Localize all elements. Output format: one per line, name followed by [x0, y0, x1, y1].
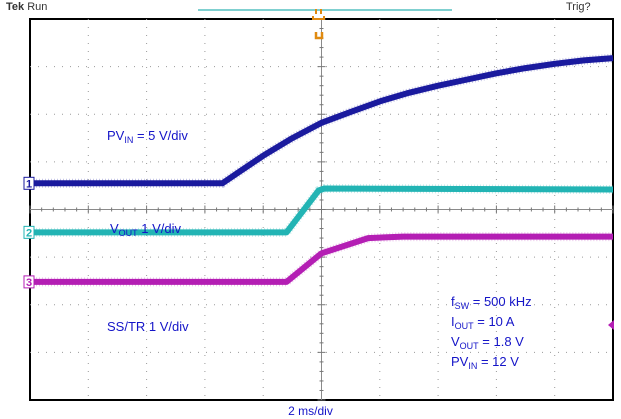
brand-label: Tek	[6, 1, 25, 13]
timebase-label: 2 ms/div	[288, 404, 333, 418]
scope-status: Tek Run	[6, 1, 47, 13]
trigger-level-marker	[608, 320, 614, 330]
condition-iout: IOUT = 10 A	[451, 314, 515, 331]
channel-marker-label: 2	[26, 227, 32, 239]
graticule	[29, 18, 614, 401]
trace-noise-channel-2	[30, 183, 614, 237]
channel-marker-label: 1	[26, 178, 32, 190]
trace-channel-1	[30, 55, 614, 187]
conditions-block: fSW = 500 kHz IOUT = 10 A VOUT = 1.8 V P…	[451, 294, 532, 374]
condition-vout: VOUT = 1.8 V	[451, 334, 524, 351]
channel-markers: 1 2 3	[23, 176, 35, 289]
sstr-label: SS/TR 1 V/div	[107, 319, 189, 334]
channel-1-marker[interactable]: 1	[23, 176, 35, 190]
channel-marker-label: 3	[26, 277, 32, 289]
condition-fsw: fSW = 500 kHz	[451, 294, 532, 311]
trace-channel-2	[30, 185, 614, 236]
channel-3-marker[interactable]: 3	[23, 275, 35, 289]
pvin-label: PVIN = 5 V/div	[107, 128, 188, 145]
trace-noise-channel-3	[30, 232, 613, 287]
traces	[30, 53, 614, 287]
trigger-status: Trig?	[566, 1, 591, 13]
condition-pvin: PVIN = 12 V	[451, 354, 519, 371]
channel-2-marker[interactable]: 2	[23, 225, 35, 239]
trace-channel-3	[30, 233, 613, 285]
run-state: Run	[27, 1, 48, 13]
vout-label: VOUT 1 V/div	[110, 221, 182, 238]
trigger-position-marker	[312, 9, 325, 40]
